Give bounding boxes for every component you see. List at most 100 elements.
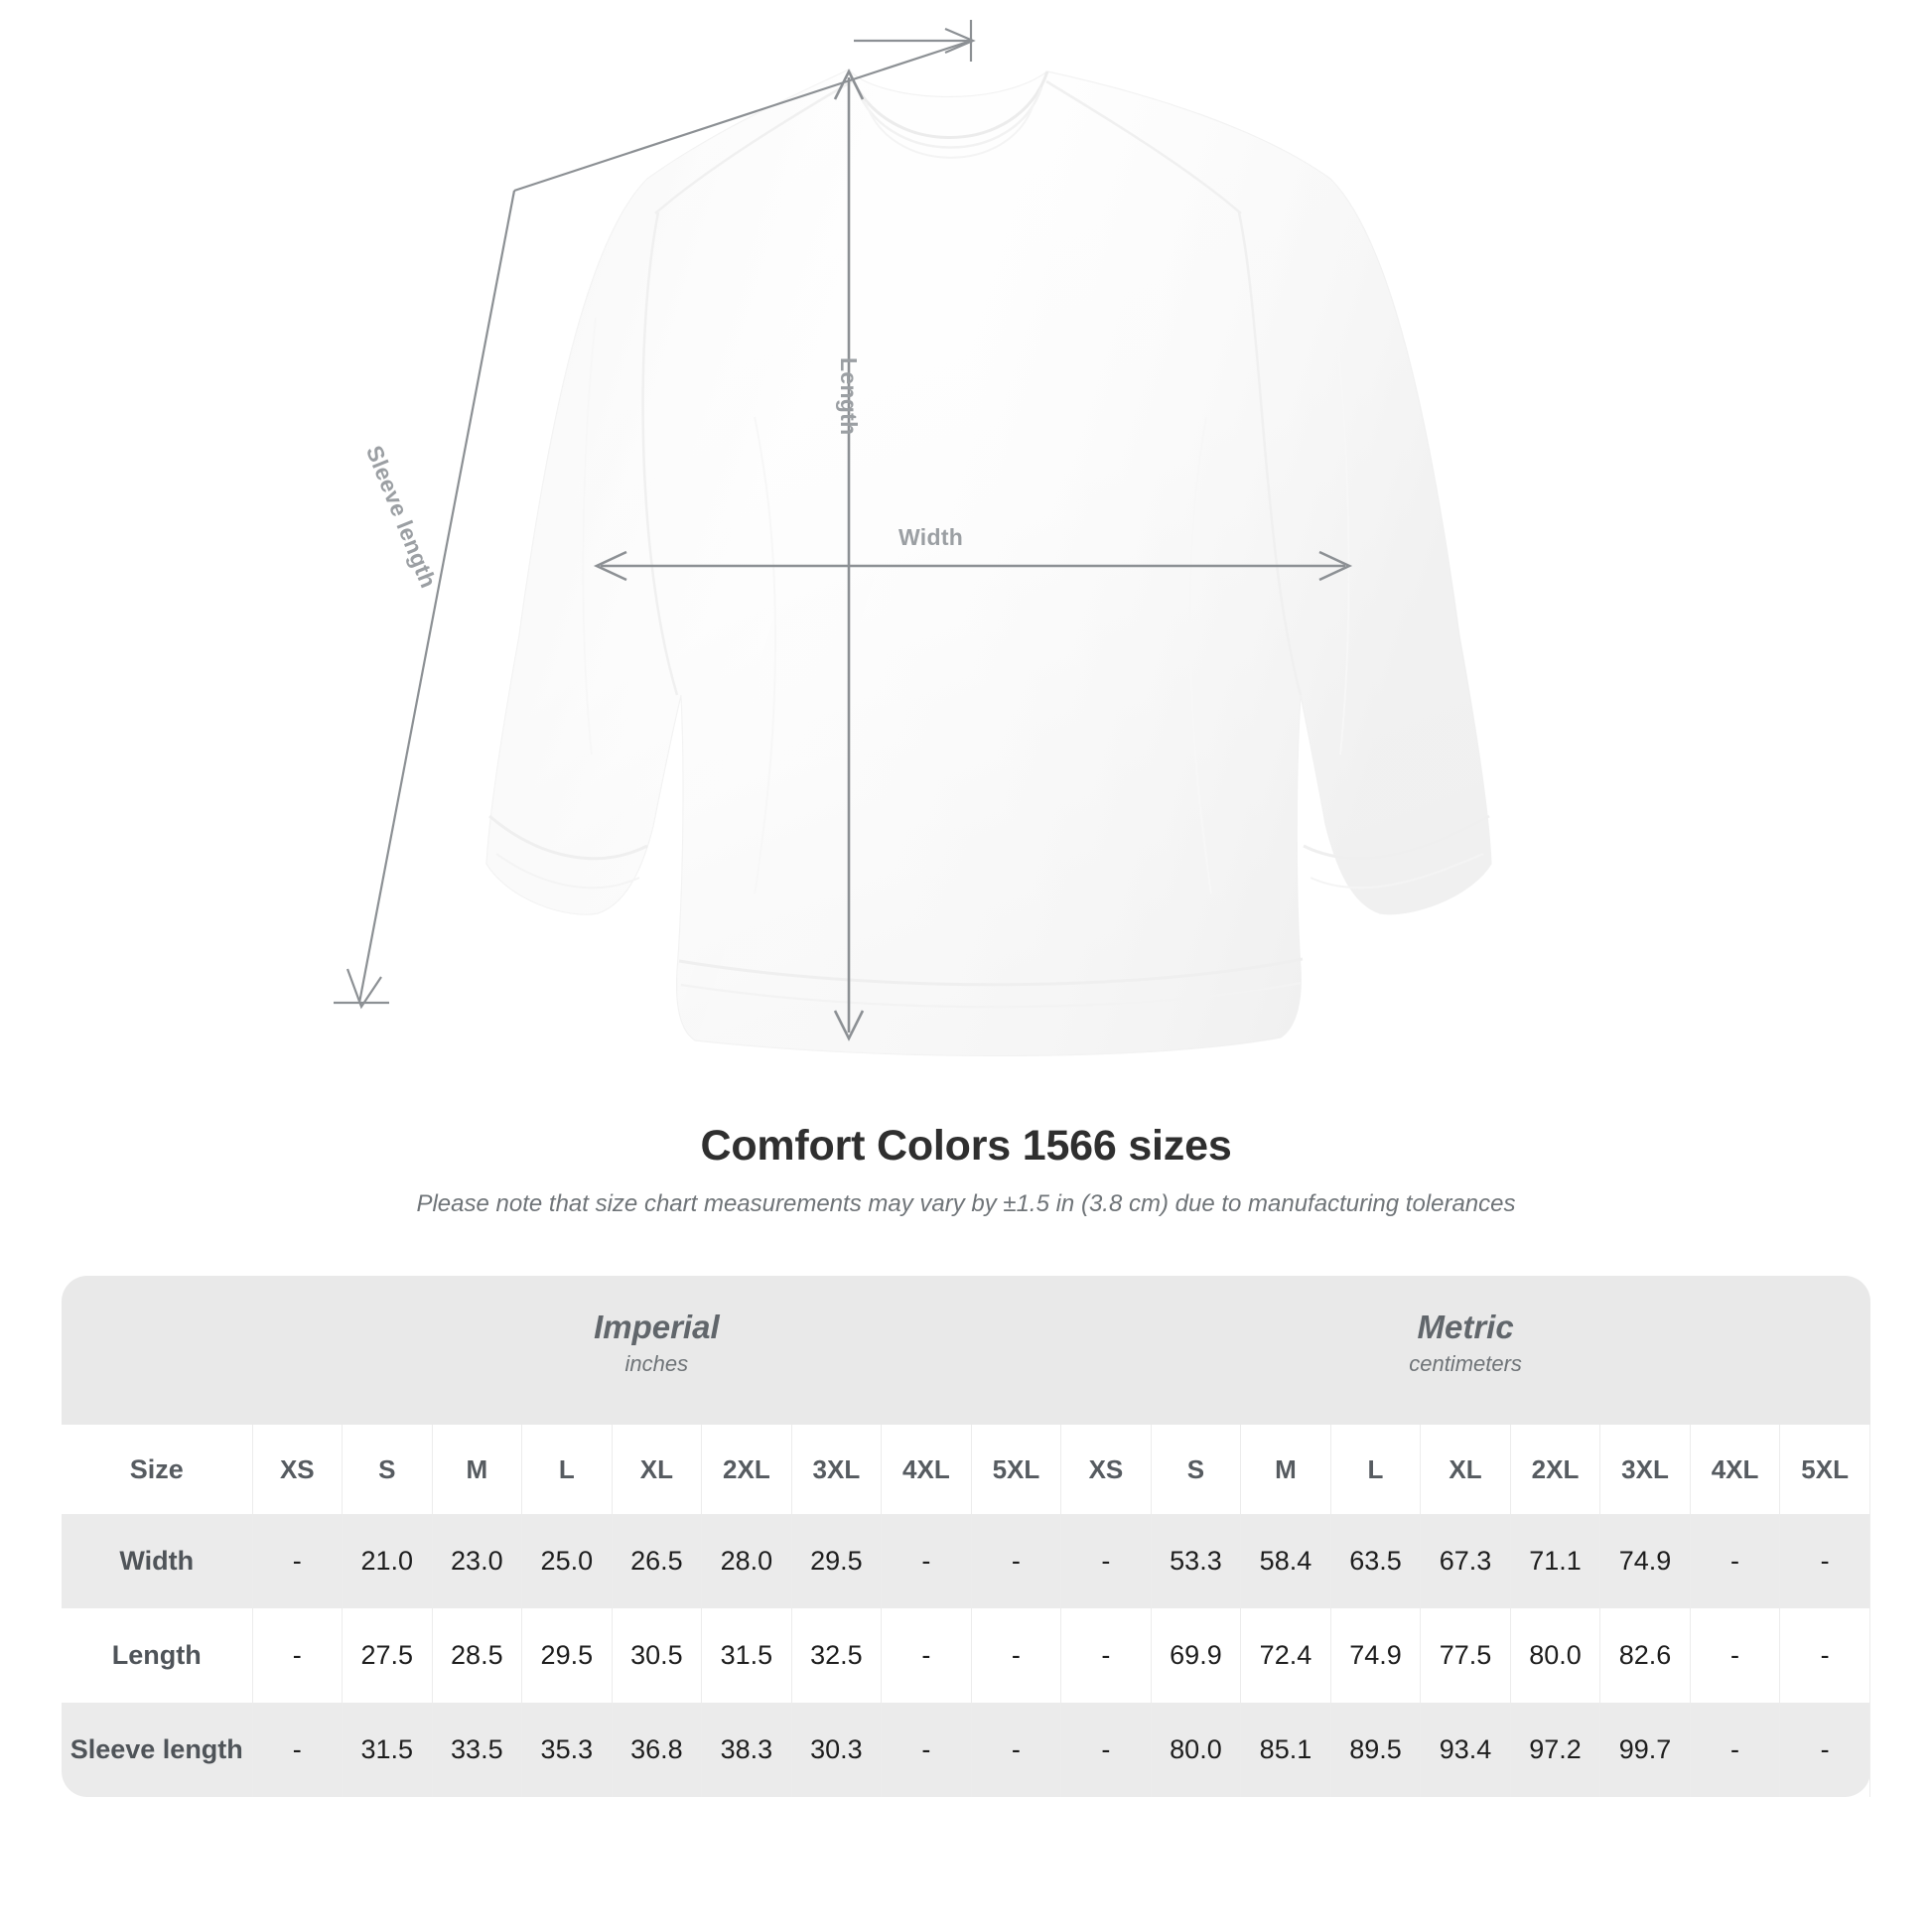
tolerance-note: Please note that size chart measurements…	[416, 1190, 1516, 1217]
cell-length-imperial-2xl: 31.5	[701, 1608, 792, 1703]
size-header-imperial-m: M	[431, 1425, 523, 1514]
cell-sleeve-metric-xl: 93.4	[1420, 1703, 1511, 1797]
cell-sleeve-metric-s: 80.0	[1150, 1703, 1242, 1797]
cell-width-imperial-2xl: 28.0	[701, 1514, 792, 1608]
unit-group-metric-sub: centimeters	[1409, 1351, 1522, 1377]
cell-sleeve-imperial-m: 33.5	[431, 1703, 523, 1797]
size-header-metric-s: S	[1150, 1425, 1242, 1514]
cell-width-metric-xs: -	[1060, 1514, 1152, 1608]
unit-group-imperial: Imperial inches	[252, 1276, 1061, 1425]
cell-sleeve-imperial-xs: -	[251, 1703, 344, 1797]
cell-length-metric-5xl: -	[1779, 1608, 1870, 1703]
size-header-metric-xs: XS	[1060, 1425, 1152, 1514]
length-measure-line	[833, 69, 865, 1041]
size-header-row: Size XS S M L XL 2XL 3XL 4XL 5XL XS S M …	[62, 1425, 1870, 1514]
width-label: Width	[898, 524, 964, 550]
cell-length-metric-3xl: 82.6	[1599, 1608, 1691, 1703]
cell-sleeve-imperial-l: 35.3	[521, 1703, 613, 1797]
cell-sleeve-imperial-xl: 36.8	[611, 1703, 703, 1797]
cell-length-imperial-5xl: -	[970, 1608, 1062, 1703]
cell-width-metric-s: 53.3	[1150, 1514, 1242, 1608]
sleeve-length-measure-line	[334, 20, 976, 1010]
cell-width-imperial-s: 21.0	[342, 1514, 433, 1608]
cell-width-imperial-xl: 26.5	[611, 1514, 703, 1608]
cell-length-metric-l: 74.9	[1329, 1608, 1422, 1703]
size-header-imperial-xs: XS	[251, 1425, 344, 1514]
size-header-imperial-s: S	[342, 1425, 433, 1514]
cell-width-imperial-5xl: -	[970, 1514, 1062, 1608]
cell-length-imperial-xs: -	[251, 1608, 344, 1703]
unit-group-imperial-name: Imperial	[594, 1308, 720, 1345]
cell-length-imperial-l: 29.5	[521, 1608, 613, 1703]
cell-sleeve-metric-5xl: -	[1779, 1703, 1870, 1797]
cell-length-metric-m: 72.4	[1240, 1608, 1331, 1703]
chart-heading: Comfort Colors 1566 sizes Please note th…	[0, 1122, 1932, 1218]
cell-sleeve-metric-xs: -	[1060, 1703, 1152, 1797]
size-header-imperial-l: L	[521, 1425, 613, 1514]
cell-width-imperial-4xl: -	[881, 1514, 972, 1608]
cell-sleeve-imperial-s: 31.5	[342, 1703, 433, 1797]
row-label-sleeve-length: Sleeve length	[62, 1703, 253, 1797]
size-header-imperial-3xl: 3XL	[790, 1425, 883, 1514]
cell-sleeve-imperial-4xl: -	[881, 1703, 972, 1797]
sweatshirt-body	[485, 69, 1492, 1057]
cell-length-imperial-4xl: -	[881, 1608, 972, 1703]
size-header-metric-l: L	[1329, 1425, 1422, 1514]
cell-width-metric-4xl: -	[1689, 1514, 1781, 1608]
cell-sleeve-metric-3xl: 99.7	[1599, 1703, 1691, 1797]
cell-length-metric-s: 69.9	[1150, 1608, 1242, 1703]
cell-length-imperial-m: 28.5	[431, 1608, 523, 1703]
cell-sleeve-metric-l: 89.5	[1329, 1703, 1422, 1797]
size-header-imperial-2xl: 2XL	[701, 1425, 792, 1514]
size-header-metric-2xl: 2XL	[1509, 1425, 1601, 1514]
table-row: Sleeve length - 31.5 33.5 35.3 36.8 38.3…	[62, 1703, 1870, 1797]
size-header-imperial-xl: XL	[611, 1425, 703, 1514]
size-header-metric-xl: XL	[1420, 1425, 1511, 1514]
cell-sleeve-imperial-2xl: 38.3	[701, 1703, 792, 1797]
unit-group-imperial-sub: inches	[624, 1351, 689, 1377]
cell-sleeve-imperial-5xl: -	[970, 1703, 1062, 1797]
cell-width-metric-2xl: 71.1	[1509, 1514, 1601, 1608]
size-header-label: Size	[62, 1425, 253, 1514]
row-label-length: Length	[62, 1608, 253, 1703]
cell-sleeve-imperial-3xl: 30.3	[790, 1703, 883, 1797]
cell-sleeve-metric-2xl: 97.2	[1509, 1703, 1601, 1797]
row-label-width: Width	[62, 1514, 253, 1608]
cell-width-metric-xl: 67.3	[1420, 1514, 1511, 1608]
cell-width-metric-m: 58.4	[1240, 1514, 1331, 1608]
page-title: Comfort Colors 1566 sizes	[700, 1122, 1232, 1170]
cell-length-imperial-xl: 30.5	[611, 1608, 703, 1703]
size-header-imperial-5xl: 5XL	[970, 1425, 1062, 1514]
table-row: Length - 27.5 28.5 29.5 30.5 31.5 32.5 -…	[62, 1608, 1870, 1703]
cell-length-metric-xs: -	[1060, 1608, 1152, 1703]
cell-length-metric-4xl: -	[1689, 1608, 1781, 1703]
cell-width-imperial-3xl: 29.5	[790, 1514, 883, 1608]
unit-header-spacer	[62, 1276, 253, 1425]
width-measure-line	[593, 550, 1353, 582]
cell-sleeve-metric-m: 85.1	[1240, 1703, 1331, 1797]
size-header-metric-m: M	[1240, 1425, 1331, 1514]
sweatshirt-illustration	[334, 20, 1492, 1057]
unit-group-header-row: Imperial inches Metric centimeters	[62, 1276, 1870, 1425]
cell-width-metric-3xl: 74.9	[1599, 1514, 1691, 1608]
cell-width-metric-l: 63.5	[1329, 1514, 1422, 1608]
size-header-metric-3xl: 3XL	[1599, 1425, 1691, 1514]
cell-width-imperial-xs: -	[251, 1514, 344, 1608]
cell-length-imperial-s: 27.5	[342, 1608, 433, 1703]
cell-length-metric-2xl: 80.0	[1509, 1608, 1601, 1703]
cell-length-metric-xl: 77.5	[1420, 1608, 1511, 1703]
size-header-metric-5xl: 5XL	[1779, 1425, 1870, 1514]
cell-length-imperial-3xl: 32.5	[790, 1608, 883, 1703]
garment-diagram: Width Length Sleeve length	[334, 20, 1492, 1057]
size-header-metric-4xl: 4XL	[1689, 1425, 1781, 1514]
size-header-imperial-4xl: 4XL	[881, 1425, 972, 1514]
length-label: Length	[836, 357, 862, 436]
cell-width-imperial-m: 23.0	[431, 1514, 523, 1608]
cell-width-metric-5xl: -	[1779, 1514, 1870, 1608]
unit-group-metric-name: Metric	[1417, 1308, 1514, 1345]
cell-sleeve-metric-4xl: -	[1689, 1703, 1781, 1797]
cell-width-imperial-l: 25.0	[521, 1514, 613, 1608]
table-row: Width - 21.0 23.0 25.0 26.5 28.0 29.5 - …	[62, 1514, 1870, 1608]
size-table: Imperial inches Metric centimeters Size …	[62, 1276, 1870, 1797]
